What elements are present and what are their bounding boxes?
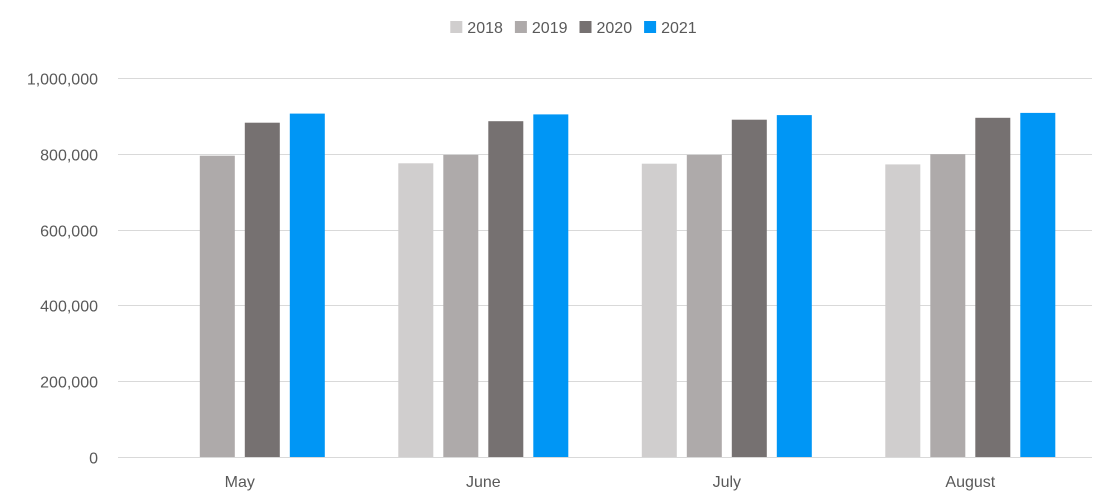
bar-2020-july	[731, 119, 767, 457]
bar-2020-june	[488, 121, 524, 457]
bar-2021-may	[289, 113, 325, 457]
chart-legend: 2018 2019 2020 2021	[450, 20, 697, 37]
chart-gridlines	[118, 78, 1092, 458]
legend-swatch-2019	[514, 21, 527, 33]
y-tick-label: 800,000	[40, 148, 98, 165]
bar-2019-july	[686, 154, 722, 457]
bar-2020-may	[244, 122, 280, 457]
bar-2019-june	[443, 154, 479, 457]
bar-2018-june	[398, 163, 434, 458]
x-tick-label: May	[225, 474, 255, 491]
chart-bars	[199, 112, 1056, 458]
x-tick-label: August	[945, 474, 995, 491]
y-tick-label: 400,000	[40, 299, 98, 316]
bar-2020-august	[975, 117, 1011, 458]
bar-2019-august	[930, 154, 966, 457]
legend-swatch-2018	[450, 21, 463, 33]
y-axis-ticks: 0 200,000 400,000 600,000 800,000 1,000,000	[27, 72, 98, 468]
x-tick-label: June	[466, 474, 501, 491]
bar-2021-july	[776, 115, 812, 457]
y-tick-label: 600,000	[40, 224, 98, 241]
x-axis-ticks: May June July August	[225, 474, 996, 491]
y-tick-label: 1,000,000	[27, 72, 98, 89]
legend-label-2021: 2021	[661, 20, 697, 37]
x-tick-label: July	[713, 474, 741, 491]
y-tick-label: 200,000	[40, 375, 98, 392]
bar-2021-june	[533, 114, 569, 458]
legend-label-2019: 2019	[532, 20, 568, 37]
bar-2018-july	[641, 163, 677, 457]
legend-swatch-2021	[644, 21, 657, 33]
legend-label-2020: 2020	[597, 20, 633, 37]
bar-2018-august	[885, 164, 921, 457]
bar-2019-may	[199, 155, 235, 457]
legend-swatch-2020	[579, 21, 592, 33]
legend-label-2018: 2018	[467, 20, 503, 37]
y-tick-label: 0	[89, 451, 98, 468]
bar-2021-august	[1020, 112, 1056, 458]
